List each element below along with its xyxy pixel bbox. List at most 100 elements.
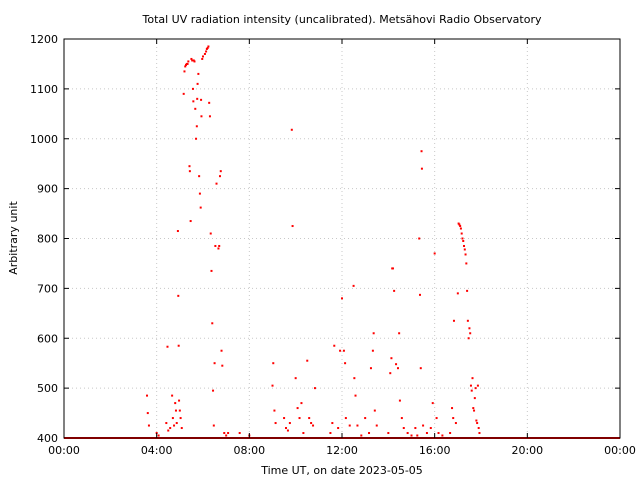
data-point	[274, 422, 277, 425]
y-tick-labels: 400 500 600 700 800 900 1000 1100 1200	[30, 33, 58, 445]
data-point	[227, 432, 230, 435]
data-point	[391, 267, 394, 270]
data-point	[420, 150, 423, 153]
y-tick-label: 600	[37, 332, 58, 345]
data-point	[329, 432, 332, 435]
data-point	[390, 357, 393, 360]
data-point	[198, 175, 201, 178]
data-point	[459, 227, 462, 230]
data-point	[420, 167, 423, 170]
data-point	[196, 97, 199, 100]
data-point	[191, 59, 194, 62]
data-point	[464, 253, 467, 256]
data-point	[146, 412, 149, 415]
data-point	[177, 294, 180, 297]
data-point	[456, 292, 459, 295]
data-point	[468, 327, 471, 330]
data-point	[302, 432, 305, 435]
data-point	[312, 424, 315, 427]
data-point	[406, 432, 409, 435]
data-point	[192, 100, 195, 103]
data-point	[221, 364, 224, 367]
y-tick-label: 500	[37, 382, 58, 395]
grid	[64, 39, 620, 438]
data-point	[313, 387, 316, 390]
data-point	[176, 230, 179, 233]
data-point	[476, 384, 479, 387]
data-point	[179, 417, 182, 420]
data-point	[209, 232, 212, 235]
data-point	[306, 359, 309, 362]
y-tick-label: 800	[37, 233, 58, 246]
data-point	[461, 237, 464, 240]
data-point	[167, 429, 170, 432]
data-point	[410, 434, 413, 437]
data-point	[433, 252, 436, 255]
x-tick-label: 08:00	[233, 444, 265, 457]
data-point	[166, 345, 169, 348]
data-point	[208, 101, 211, 104]
data-point	[210, 269, 213, 272]
data-point	[175, 422, 178, 425]
data-point	[419, 367, 422, 370]
data-point	[189, 220, 192, 223]
data-point	[205, 50, 208, 53]
data-point	[449, 432, 452, 435]
data-point	[375, 424, 378, 427]
data-point	[452, 319, 455, 322]
data-point	[207, 45, 210, 48]
data-point	[478, 432, 481, 435]
data-point	[217, 247, 220, 250]
data-point	[454, 422, 457, 425]
data-point	[469, 384, 472, 387]
data-point	[469, 332, 472, 335]
data-point	[387, 432, 390, 435]
data-point	[422, 424, 425, 427]
data-point	[402, 427, 405, 430]
data-point	[344, 417, 347, 420]
data-point	[214, 244, 217, 247]
data-point	[356, 424, 359, 427]
data-point	[290, 128, 293, 131]
data-point	[286, 429, 289, 432]
data-point	[180, 427, 183, 430]
data-point	[195, 137, 198, 140]
data-point	[174, 402, 177, 405]
data-point	[425, 432, 428, 435]
data-point	[400, 417, 403, 420]
data-point	[344, 362, 347, 365]
data-point	[296, 407, 299, 410]
data-point	[348, 424, 351, 427]
x-tick-label: 16:00	[419, 444, 451, 457]
data-point	[473, 409, 476, 412]
data-point	[418, 237, 421, 240]
data-point	[219, 170, 222, 173]
data-point	[352, 284, 355, 287]
data-point	[465, 262, 468, 265]
data-point	[389, 372, 392, 375]
data-point	[223, 432, 226, 435]
data-point	[451, 407, 454, 410]
data-point	[364, 417, 367, 420]
data-point	[283, 417, 286, 420]
data-point	[147, 424, 150, 427]
data-point	[300, 402, 303, 405]
data-point	[202, 55, 204, 58]
data-point	[354, 394, 357, 397]
data-point	[225, 434, 228, 437]
data-point	[398, 399, 401, 402]
data-point	[169, 427, 172, 430]
data-point	[218, 175, 221, 178]
y-tick-label: 700	[37, 282, 58, 295]
data-point	[272, 362, 275, 365]
data-point	[165, 422, 168, 425]
data-point	[177, 344, 180, 347]
data-point	[435, 417, 438, 420]
data-point	[206, 46, 209, 49]
data-point	[215, 182, 218, 185]
data-point	[396, 367, 399, 370]
data-point	[183, 70, 186, 73]
data-point	[339, 349, 342, 352]
data-point	[294, 377, 297, 380]
